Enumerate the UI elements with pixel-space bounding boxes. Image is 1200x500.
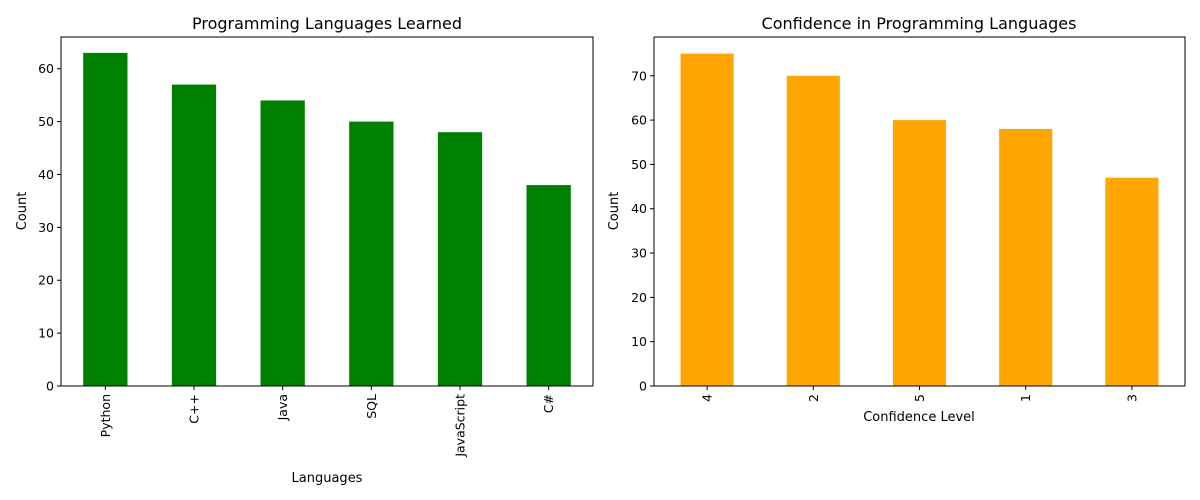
chart-languages-learned: Programming Languages Learned Count Lang… <box>15 14 594 486</box>
y-tick-label: 50 <box>38 114 54 129</box>
y-axis-label: Count <box>15 192 30 231</box>
x-tick-label: SQL <box>364 394 379 419</box>
plot-area: 0 10 20 30 40 50 60 70 4 2 5 1 3 <box>631 36 1186 402</box>
y-tick-label: 70 <box>631 68 647 83</box>
y-tick-label: 20 <box>631 290 647 305</box>
y-tick-label: 40 <box>38 167 54 182</box>
axes-frame <box>60 36 594 387</box>
x-tick-label: 1 <box>1018 394 1033 402</box>
y-tick-label: 60 <box>38 61 54 76</box>
y-tick-label: 10 <box>631 334 647 349</box>
x-tick-label: 2 <box>806 394 821 402</box>
bar <box>83 52 128 386</box>
bar <box>892 120 947 386</box>
y-axis-label: Count <box>607 192 622 231</box>
x-tick-label: JavaScript <box>453 394 468 458</box>
bar <box>526 185 571 386</box>
x-tick-label: C# <box>541 394 556 413</box>
chart-confidence: Confidence in Programming Languages Coun… <box>607 14 1186 425</box>
y-tick-label: 30 <box>38 220 54 235</box>
y-tick-label: 0 <box>46 379 54 394</box>
x-axis-label: Languages <box>292 471 363 486</box>
bar <box>680 53 734 386</box>
x-tick-label: 4 <box>700 394 715 402</box>
bar <box>1105 177 1159 386</box>
x-tick-label: 5 <box>912 394 927 402</box>
x-axis-label: Confidence Level <box>863 410 975 425</box>
x-tick-label: Java <box>275 394 290 421</box>
x-tick-label: Python <box>98 394 113 437</box>
x-tick-label: 3 <box>1124 394 1139 402</box>
bar <box>260 100 305 387</box>
bar <box>999 128 1053 386</box>
bar <box>349 121 394 386</box>
y-tick-label: 0 <box>639 379 647 394</box>
y-tick-label: 40 <box>631 201 647 216</box>
y-tick-label: 50 <box>631 157 647 172</box>
chart-title: Programming Languages Learned <box>192 14 462 33</box>
y-tick-label: 10 <box>38 326 54 341</box>
y-tick-label: 60 <box>631 113 647 128</box>
plot-area: 0 10 20 30 40 50 60 Python C++ Java SQL JavaScript C… <box>38 36 594 458</box>
x-tick-label: C++ <box>187 394 202 424</box>
y-tick-label: 20 <box>38 273 54 288</box>
y-tick-label: 30 <box>631 246 647 261</box>
bar <box>437 132 483 386</box>
chart-title: Confidence in Programming Languages <box>762 14 1077 33</box>
bar <box>786 75 840 387</box>
bar <box>171 84 217 386</box>
